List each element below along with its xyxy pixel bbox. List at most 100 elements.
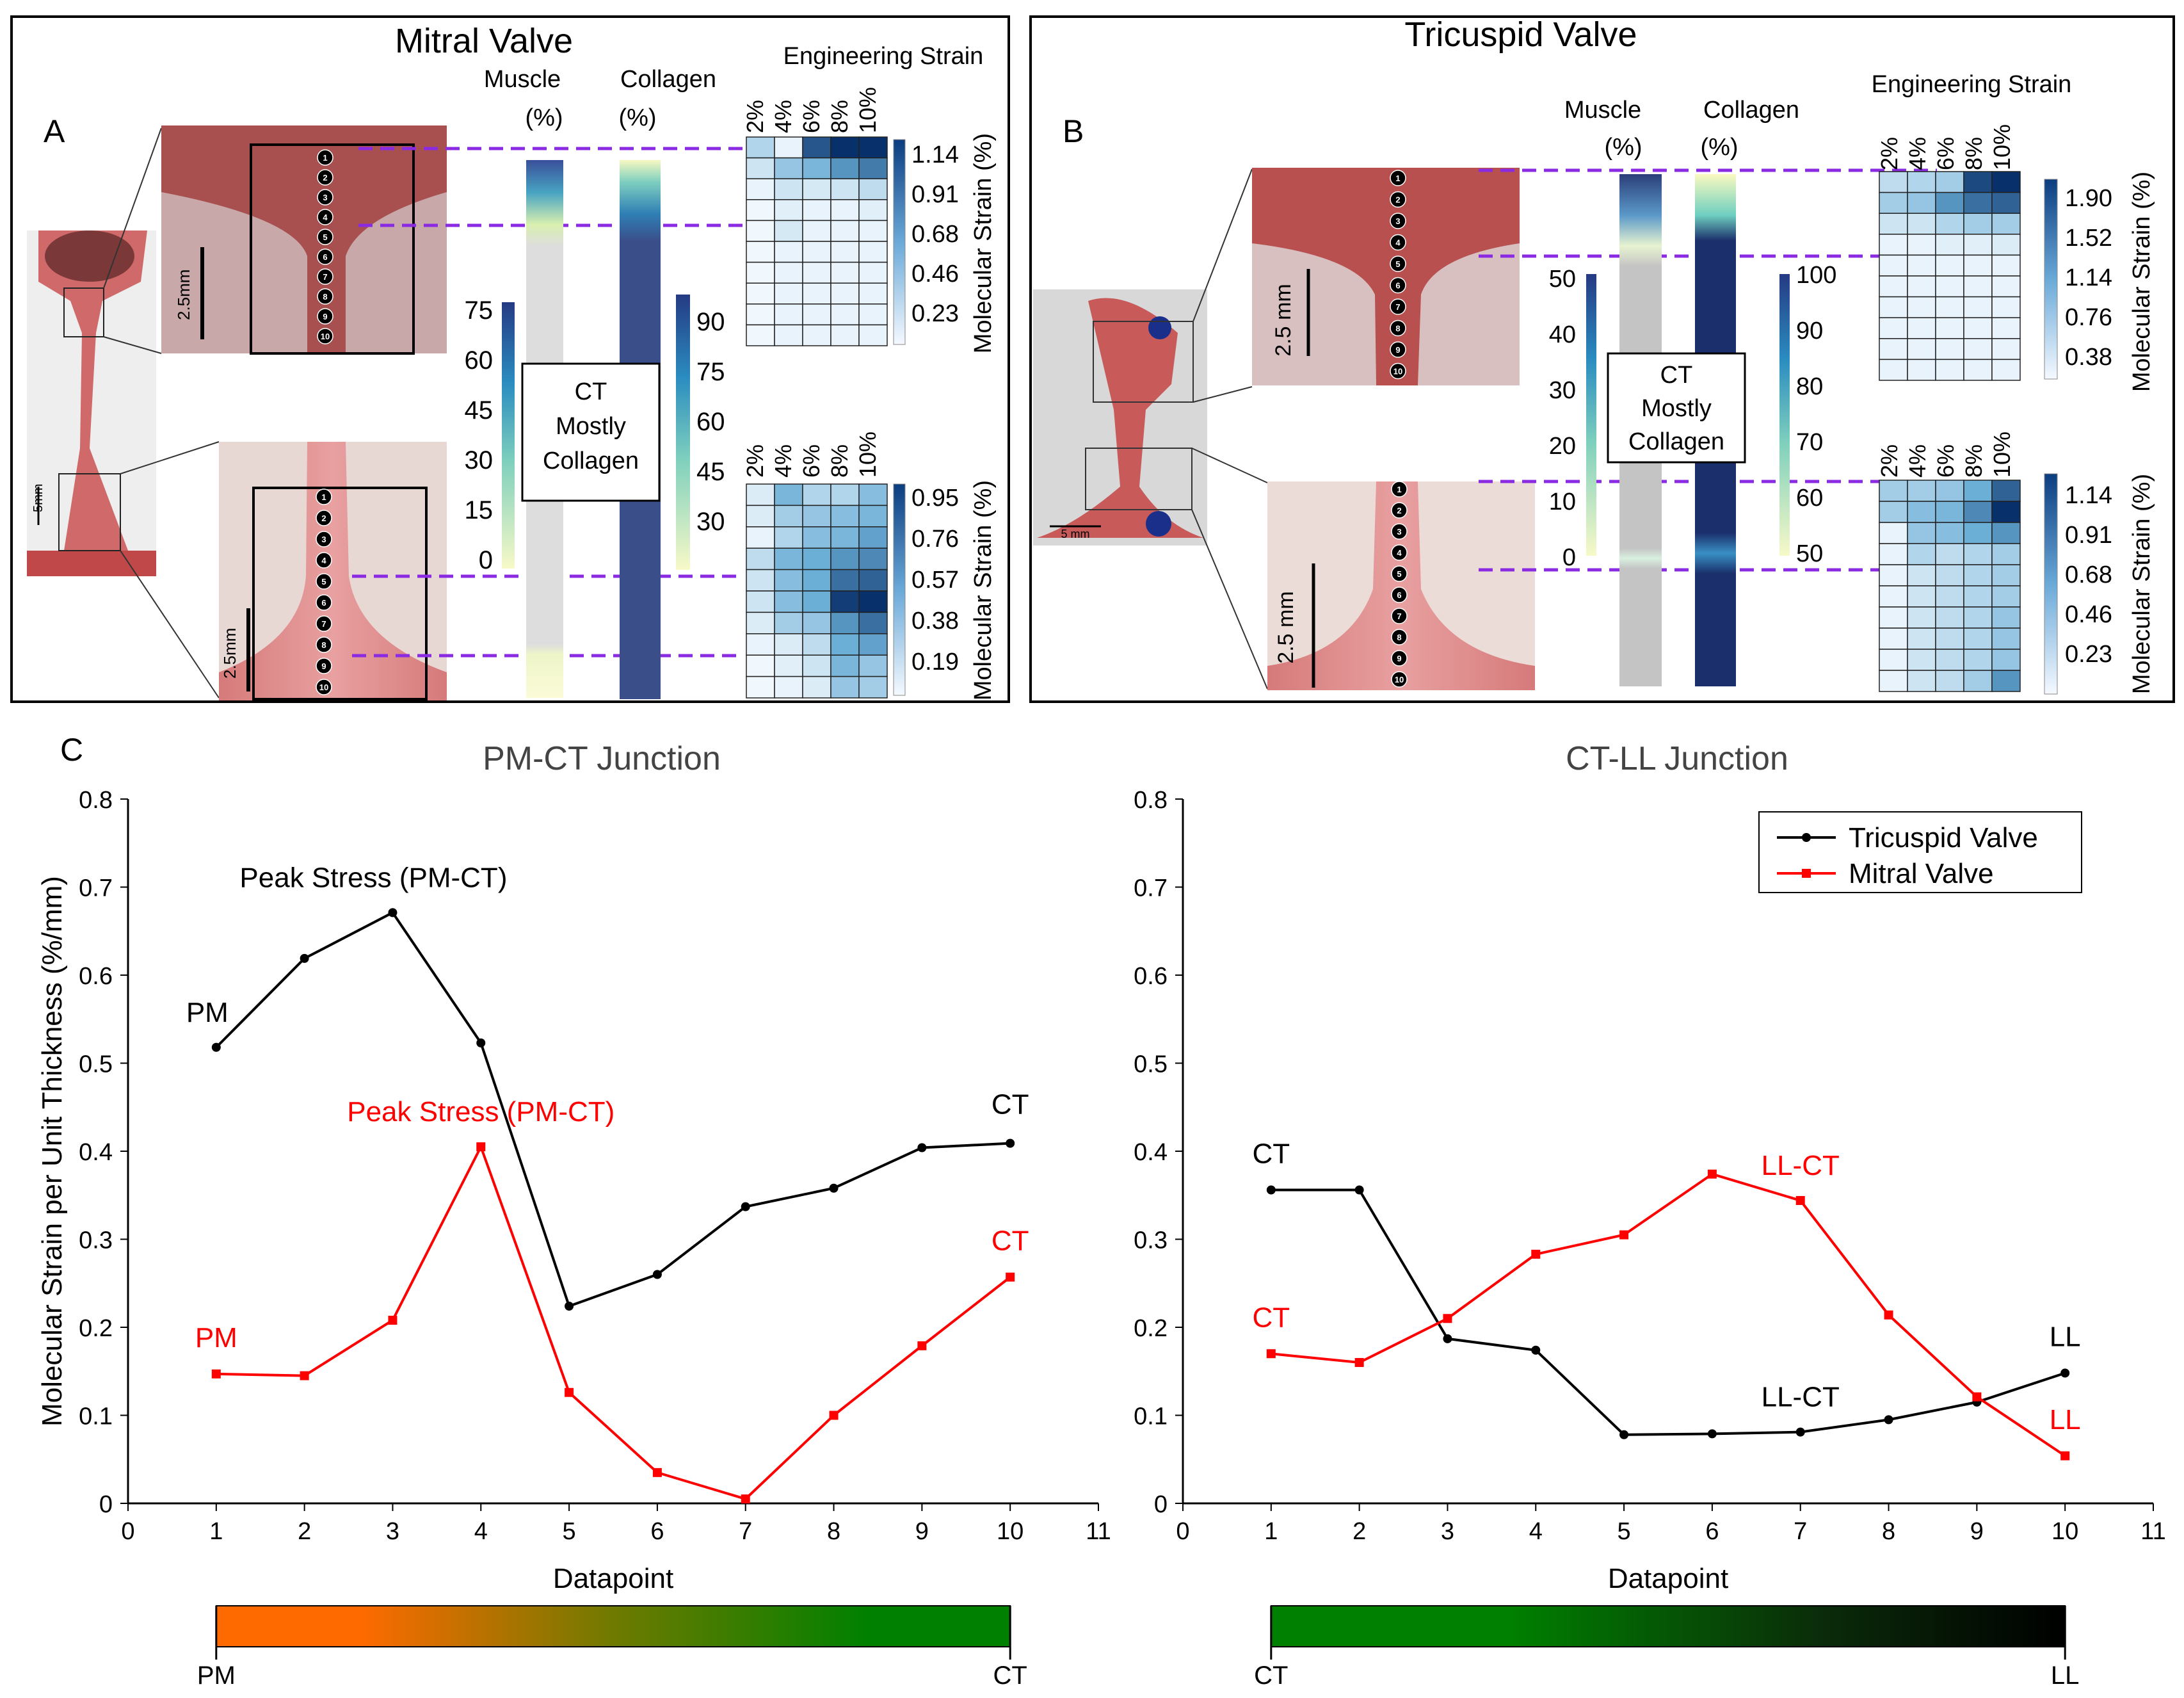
point-marker <box>316 615 332 632</box>
data-point-mitral <box>1443 1314 1452 1323</box>
heatmap-cell <box>1879 359 1908 381</box>
colorbar-tick: 90 <box>696 308 725 336</box>
data-point-mitral <box>1354 1358 1364 1367</box>
tricuspid-muscle-unit: (%) <box>1604 134 1642 161</box>
heatmap-cell <box>802 241 831 263</box>
strain-col-header: 4% <box>770 444 796 478</box>
x-tick-label: 10 <box>2052 1518 2078 1545</box>
heatmap-cell <box>1907 649 1936 671</box>
colorbar-tick: 75 <box>696 358 725 386</box>
point-marker <box>1390 362 1406 380</box>
point-marker-label: 6 <box>323 252 327 262</box>
heatmap-cell <box>1963 501 1993 523</box>
tricuspid-eng-strain-label: Engineering Strain <box>1872 71 2072 98</box>
heatmap-cell <box>858 547 888 570</box>
heatmap-cell <box>858 241 888 263</box>
data-point-tricuspid <box>1795 1427 1805 1437</box>
point-marker <box>1391 544 1408 561</box>
x-tick-label: 11 <box>2140 1518 2165 1545</box>
y-tick-label: 0.2 <box>1134 1315 1168 1342</box>
tricuspid-ct-line1: CT <box>1660 362 1693 389</box>
gradient-bar <box>1270 1605 2066 1647</box>
tricuspid-bottom-heatmap <box>1879 480 2021 692</box>
point-marker-label: 3 <box>321 535 326 544</box>
strain-col-header: 10% <box>1989 432 2015 478</box>
heatmap-cell <box>858 282 888 305</box>
mitral-top-heatmap <box>746 136 888 346</box>
heatmap-cell <box>830 526 860 549</box>
mitral-ct-box <box>521 362 661 502</box>
mitral-collagen-colorbar <box>676 295 690 570</box>
tricuspid-ct-line2: Mostly <box>1641 395 1712 422</box>
mitral-eng-strain-label: Engineering Strain <box>783 43 984 70</box>
colorbar-tick: 0.38 <box>2065 344 2112 371</box>
heatmap-cell <box>830 241 860 263</box>
heatmap-cell <box>802 282 831 305</box>
heatmap-cell <box>1935 480 1964 502</box>
heatmap-cell <box>774 483 803 506</box>
heatmap-cell <box>1935 254 1964 277</box>
colorbar-tick: 0.23 <box>911 300 959 327</box>
heatmap-cell <box>858 303 888 326</box>
strain-col-header: 10% <box>855 87 881 133</box>
heatmap-cell <box>1991 359 2021 381</box>
heatmap-cell <box>774 611 803 635</box>
mitral-title: Mitral Valve <box>395 22 573 60</box>
data-point-tricuspid <box>1354 1185 1364 1195</box>
colorbar-tick: 0.46 <box>2065 601 2112 628</box>
data-point-mitral <box>1707 1169 1717 1179</box>
heatmap-cell <box>1907 564 1936 586</box>
data-point-mitral <box>2060 1451 2070 1460</box>
heatmap-cell <box>1879 234 1908 256</box>
heatmap-cell <box>802 505 831 528</box>
point-marker <box>317 288 333 305</box>
y-tick-label: 0 <box>99 1491 113 1518</box>
colorbar-tick: 45 <box>696 458 725 486</box>
point-marker-label: 1 <box>1395 174 1400 183</box>
heatmap-cell <box>1991 480 2021 502</box>
point-marker-label: 1 <box>323 153 327 163</box>
panel-tricuspid: B Tricuspid Valve 5 mm 2.5 mm 1234567891… <box>1029 15 2175 703</box>
heatmap-cell <box>1879 338 1908 360</box>
heatmap-cell <box>1907 171 1936 193</box>
heatmap-cell <box>746 157 775 179</box>
heatmap-cell <box>1935 522 1964 544</box>
x-tick-label: 2 <box>1353 1518 1366 1545</box>
legend-label: Mitral Valve <box>1849 858 1994 889</box>
mitral-muscle-unit: (%) <box>525 104 563 131</box>
tricuspid-specimen-photo: 5 mm <box>1033 289 1207 546</box>
tricuspid-collagen-colorbar <box>1779 274 1790 556</box>
heatmap-cell <box>1935 191 1964 214</box>
heatmap-cell <box>1935 171 1964 193</box>
heatmap-cell <box>1963 564 1993 586</box>
mitral-top-col-headers: 2% 4% 6% 8% 10% <box>742 87 881 133</box>
heatmap-cell <box>830 303 860 326</box>
colorbar-tick: 60 <box>465 346 494 375</box>
point-marker-label: 4 <box>323 213 328 222</box>
series-line-mitral <box>216 1144 1011 1501</box>
point-marker <box>1390 277 1406 294</box>
y-tick-label: 0.5 <box>79 1051 113 1078</box>
colorbar-tick: 0.38 <box>911 608 959 635</box>
data-point-tricuspid <box>565 1302 574 1311</box>
heatmap-cell <box>858 199 888 222</box>
heatmap-cell <box>802 611 831 635</box>
mitral-zoom-line <box>120 550 220 699</box>
point-marker <box>316 658 332 674</box>
point-marker <box>316 489 332 505</box>
gradient-bar-right-label: LL <box>2051 1662 2080 1690</box>
point-marker-label: 8 <box>321 640 326 650</box>
mitral-bottom-strain-ticks: 0.95 0.76 0.57 0.38 0.19 <box>911 485 959 675</box>
colorbar-tick: 60 <box>696 408 725 436</box>
point-marker-label: 1 <box>321 492 326 502</box>
y-tick-label: 0.7 <box>1134 875 1168 902</box>
x-tick-label: 4 <box>474 1518 488 1545</box>
point-marker-label: 2 <box>323 173 327 182</box>
colorbar-tick: 1.14 <box>911 142 959 168</box>
heatmap-cell <box>802 303 831 326</box>
point-marker <box>317 308 333 325</box>
heatmap-cell <box>830 483 860 506</box>
x-tick-label: 9 <box>1970 1518 1984 1545</box>
heatmap-cell <box>1963 191 1993 214</box>
